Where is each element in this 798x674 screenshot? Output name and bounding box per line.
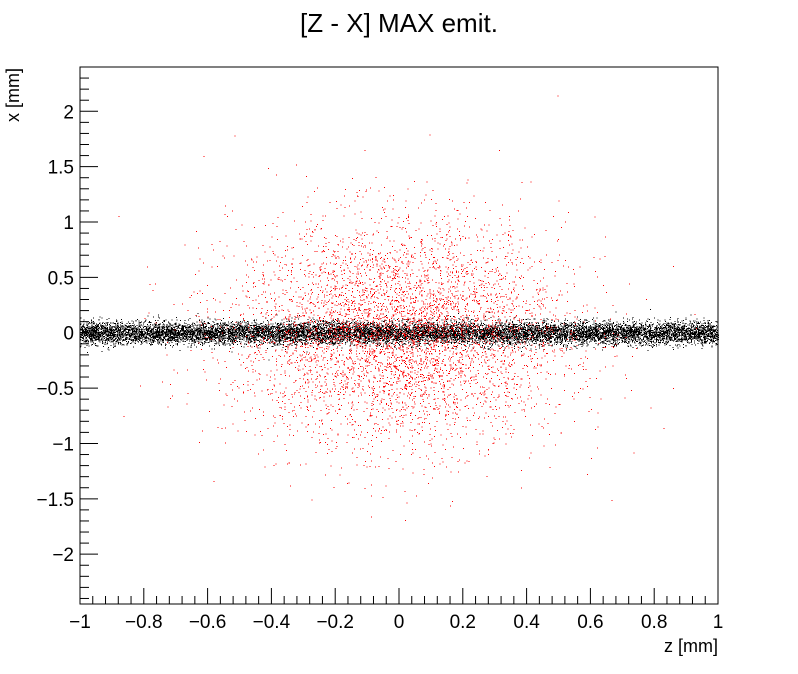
y-axis-tick-labels: −2 −1.5 −1 −0.5 0 0.5 1 1.5 2 xyxy=(36,102,74,566)
x-tick-label: 1 xyxy=(713,612,724,633)
series-red-points xyxy=(118,95,698,521)
y-tick-label: 0 xyxy=(63,324,74,345)
x-tick-label: 0 xyxy=(394,612,405,633)
y-tick-label: −0.5 xyxy=(36,379,74,400)
y-tick-label: −2 xyxy=(52,545,74,566)
x-tick-label: 0.2 xyxy=(450,612,476,633)
x-axis-tick-labels: −1 −0.8 −0.6 −0.4 −0.2 0 0.2 0.4 0.6 0.8 1 xyxy=(69,612,723,633)
x-axis-title: z [mm] xyxy=(664,636,718,656)
y-tick-label: 1 xyxy=(63,213,74,234)
y-tick-label: 1.5 xyxy=(48,158,74,179)
x-tick-label: −0.6 xyxy=(189,612,227,633)
chart-title: [Z - X] MAX emit. xyxy=(300,8,498,38)
x-tick-label: 0.6 xyxy=(577,612,603,633)
series-black-points xyxy=(80,309,719,361)
x-axis-ticks xyxy=(79,588,719,604)
x-tick-label: −0.4 xyxy=(253,612,291,633)
x-tick-label: −0.8 xyxy=(125,612,163,633)
scatter-points xyxy=(118,95,698,521)
y-tick-label: −1 xyxy=(52,434,74,455)
x-tick-label: 0.4 xyxy=(513,612,540,633)
y-tick-label: −1.5 xyxy=(36,490,74,511)
x-tick-label: −0.2 xyxy=(316,612,354,633)
y-axis-title: x [mm] xyxy=(3,68,23,122)
y-axis-ticks xyxy=(80,77,98,599)
x-tick-label: 0.8 xyxy=(641,612,667,633)
y-tick-label: 2 xyxy=(63,102,74,123)
x-tick-label: −1 xyxy=(69,612,91,633)
scatter-points xyxy=(80,309,719,361)
y-tick-label: 0.5 xyxy=(48,268,74,289)
